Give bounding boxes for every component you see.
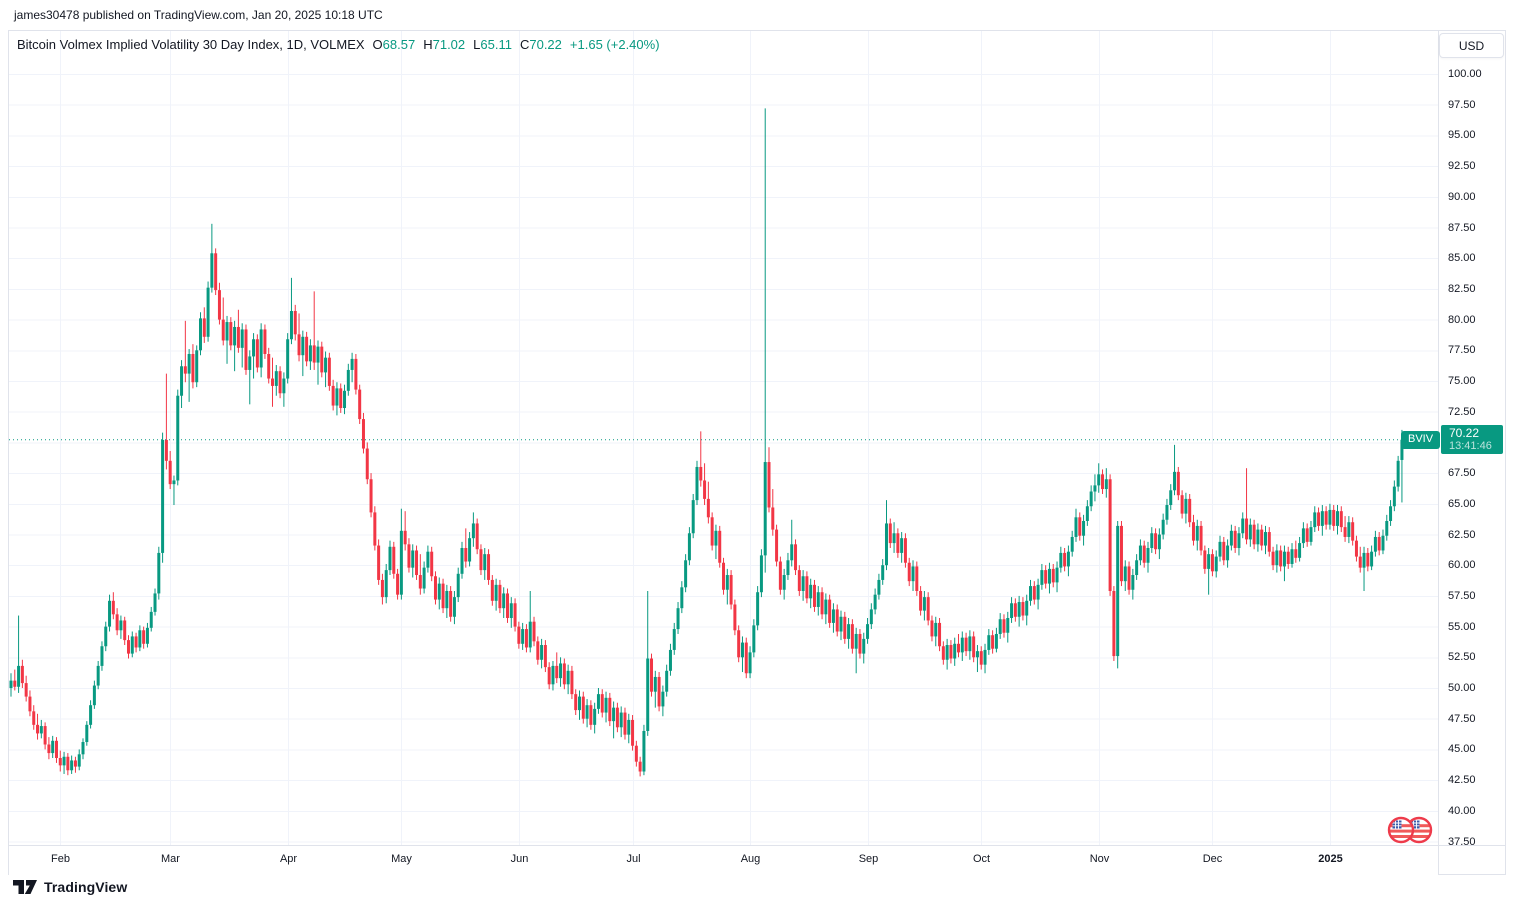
price-axis-label: 65.00	[1448, 497, 1476, 510]
tradingview-brand-text: TradingView	[44, 879, 128, 895]
open-label: O	[372, 37, 383, 52]
price-axis-label: 42.50	[1448, 774, 1476, 787]
close-value: 70.22	[529, 37, 562, 52]
price-axis-label: 87.50	[1448, 221, 1476, 234]
time-axis-label: May	[391, 853, 412, 865]
price-axis-label: 60.00	[1448, 559, 1476, 572]
change-value: +1.65 (+2.40%)	[569, 37, 660, 52]
price-axis-label: 100.00	[1448, 68, 1482, 80]
price-axis-label: 62.50	[1448, 528, 1476, 541]
price-axis-label: 75.00	[1448, 375, 1476, 387]
time-axis-label: Oct	[972, 853, 991, 865]
time-axis-label: Aug	[740, 853, 761, 865]
bar-countdown: 13:41:46	[1449, 439, 1492, 452]
price-axis-label: 40.00	[1448, 804, 1476, 817]
price-axis-label: 55.00	[1448, 620, 1476, 633]
price-axis-label: 50.00	[1448, 682, 1476, 694]
price-axis-label: 82.50	[1448, 282, 1476, 295]
time-axis-label: Jun	[510, 853, 529, 865]
price-axis-label: 52.50	[1448, 651, 1476, 664]
price-axis-label: 77.50	[1448, 344, 1476, 357]
high-label: H	[423, 37, 433, 52]
chart-widget: Bitcoin Volmex Implied Volatility 30 Day…	[8, 30, 1506, 875]
candlestick-plot[interactable]	[9, 31, 1438, 845]
high-value: 71.02	[432, 37, 466, 52]
tradingview-footer-link[interactable]: TradingView	[13, 879, 127, 895]
price-axis-separator	[1438, 31, 1439, 875]
last-price-axis-label: 70.22 13:41:46	[1441, 424, 1503, 454]
time-axis-label: Sep	[858, 853, 879, 865]
price-axis-label: 90.00	[1448, 190, 1476, 203]
time-axis-label: Feb	[51, 853, 70, 865]
time-axis-label: 2025	[1318, 853, 1343, 865]
open-value: 68.57	[382, 37, 416, 52]
time-axis-label: Jul	[626, 853, 641, 865]
price-axis-label: 57.50	[1448, 589, 1476, 602]
symbol-price-flag: BVIV	[1401, 430, 1441, 449]
time-axis-separator	[9, 845, 1505, 846]
time-axis-label: Mar	[161, 853, 180, 865]
price-axis-label: 47.50	[1448, 712, 1476, 725]
last-price-value: 70.22	[1449, 425, 1480, 440]
attribution-text: james30478 published on TradingView.com,…	[14, 8, 383, 22]
price-axis-label: 45.00	[1448, 743, 1476, 756]
price-axis-label: 67.50	[1448, 467, 1476, 480]
low-label: L	[473, 37, 481, 52]
time-axis-label: Nov	[1089, 853, 1110, 865]
price-axis-label: 37.50	[1448, 835, 1476, 848]
symbol-title: Bitcoin Volmex Implied Volatility 30 Day…	[17, 37, 365, 52]
price-axis-label: 97.50	[1448, 98, 1476, 111]
time-axis-label: Dec	[1202, 853, 1223, 865]
volmex-logo-icon	[1387, 816, 1433, 844]
close-label: C	[519, 37, 530, 52]
price-axis-label: 92.50	[1448, 160, 1476, 173]
currency-unit-button[interactable]: USD	[1439, 33, 1504, 58]
price-axis-label: 85.00	[1448, 252, 1476, 265]
price-axis-label: 72.50	[1448, 405, 1476, 418]
tradingview-logo-icon	[13, 879, 37, 894]
price-axis-label: 80.00	[1448, 313, 1476, 326]
price-axis-label: 95.00	[1448, 129, 1476, 142]
low-value: 65.11	[480, 37, 512, 52]
chart-legend[interactable]: Bitcoin Volmex Implied Volatility 30 Day…	[17, 37, 660, 52]
time-axis-label: Apr	[279, 853, 298, 865]
time-scale[interactable]: Feb Mar Apr May Jun Jul Aug Sep Oct Nov Dec 2025	[9, 846, 1438, 875]
